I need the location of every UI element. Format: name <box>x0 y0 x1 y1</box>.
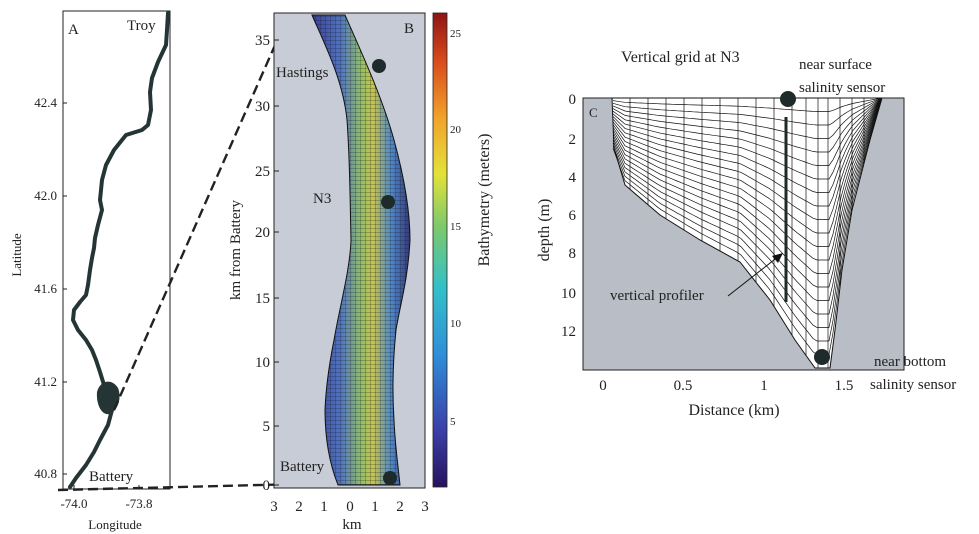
ytick-35: 35 <box>255 33 270 49</box>
longitude-axis-label: Longitude <box>88 517 142 532</box>
cb-tick-15: 15 <box>450 221 462 233</box>
dist-tick-1.5: 1.5 <box>835 378 854 394</box>
ytick-30: 30 <box>255 99 270 115</box>
panel-a-label: A <box>68 22 79 38</box>
lat-tick-41.6: 41.6 <box>34 281 57 296</box>
panel-a: A Troy Battery Latitude Longitude 42.4 4… <box>9 10 171 532</box>
sigma-layer-line <box>612 101 882 355</box>
cb-tick-20: 20 <box>450 124 462 136</box>
surface-sensor-marker <box>780 91 796 107</box>
connector-line-bottom <box>57 481 341 492</box>
profiler-arrowhead <box>772 253 783 263</box>
xtick-3-left: 3 <box>270 499 278 515</box>
profiler-arrow <box>727 255 780 297</box>
lon-tick-74.0: -74.0 <box>60 496 87 511</box>
lat-tick-41.2: 41.2 <box>34 374 57 389</box>
colorbar-axis-label: Bathymetry (meters) <box>476 134 493 267</box>
latitude-axis-label: Latitude <box>9 233 24 277</box>
sigma-layer-line <box>612 99 882 220</box>
depth-tick-8: 8 <box>569 246 577 262</box>
panel-c-label: C <box>589 105 598 120</box>
ytick-5: 5 <box>263 419 271 435</box>
sigma-layer-line <box>612 99 882 207</box>
xtick-0: 0 <box>346 499 354 515</box>
distance-axis-label: Distance (km) <box>688 402 779 419</box>
hastings-label: Hastings <box>276 65 329 81</box>
depth-axis-label: depth (m) <box>536 199 553 262</box>
panel-b: B Hastings N3 Battery km from Battery 35… <box>228 12 493 533</box>
sigma-layer-line <box>612 98 882 193</box>
panel-b-label: B <box>404 21 414 37</box>
ytick-15: 15 <box>255 291 270 307</box>
xtick-3-right: 3 <box>421 499 429 515</box>
troy-label: Troy <box>127 18 156 34</box>
near-surface-label: near surface <box>799 57 872 73</box>
near-bottom-label: near bottom <box>874 354 946 370</box>
depth-tick-6: 6 <box>569 208 577 224</box>
depth-tick-12: 12 <box>561 324 576 340</box>
sigma-layer-line <box>612 101 882 342</box>
lat-tick-42.4: 42.4 <box>34 95 57 110</box>
bathymetry-colorbar <box>432 12 448 488</box>
connector-line-top <box>112 17 289 411</box>
n3-station-marker <box>381 195 395 209</box>
lon-tick-73.8: -73.8 <box>125 496 152 511</box>
ytick-20: 20 <box>255 225 270 241</box>
sigma-layer-line <box>612 100 882 315</box>
sigma-layer-line <box>612 100 882 274</box>
depth-tick-4: 4 <box>569 170 577 186</box>
battery-label-b: Battery <box>280 459 325 475</box>
vertical-grid-lines <box>629 98 865 368</box>
depth-tick-2: 2 <box>569 132 577 148</box>
panel-c-title: Vertical grid at N3 <box>621 49 740 66</box>
battery-label-a: Battery <box>89 469 134 485</box>
surface-salinity-label: salinity sensor <box>799 80 885 96</box>
sigma-grid-lines <box>612 97 882 355</box>
xtick-1-left: 1 <box>320 499 328 515</box>
xtick-2-left: 2 <box>295 499 303 515</box>
lat-tick-40.8: 40.8 <box>34 466 57 481</box>
dist-tick-1: 1 <box>760 378 768 394</box>
sigma-layer-line <box>612 98 882 166</box>
xtick-2-right: 2 <box>396 499 404 515</box>
dist-tick-0: 0 <box>599 378 607 394</box>
sigma-layer-line <box>612 100 882 301</box>
sigma-layer-line <box>612 100 882 328</box>
km-axis-label: km <box>342 517 362 533</box>
xtick-1-right: 1 <box>371 499 379 515</box>
cb-tick-10: 10 <box>450 318 462 330</box>
ytick-25: 25 <box>255 164 270 180</box>
sigma-layer-line <box>612 98 882 153</box>
bottom-salinity-label: salinity sensor <box>870 377 956 393</box>
sigma-layer-line <box>612 98 882 139</box>
cb-tick-25: 25 <box>450 28 462 40</box>
hastings-station-marker <box>372 59 386 73</box>
panel-a-frame <box>62 10 171 490</box>
cross-section-water <box>611 97 883 369</box>
depth-tick-0: 0 <box>569 92 577 108</box>
sigma-layer-line <box>612 99 882 247</box>
km-from-battery-axis-label: km from Battery <box>228 200 244 300</box>
channel-mesh <box>311 14 411 486</box>
sigma-layer-line <box>612 98 882 180</box>
lat-tick-42.0: 42.0 <box>34 188 57 203</box>
sigma-layer-line <box>612 97 882 126</box>
vertical-profiler-label: vertical profiler <box>610 288 704 304</box>
sigma-layer-line <box>612 99 882 261</box>
ytick-10: 10 <box>255 355 270 371</box>
sigma-layer-line <box>612 100 882 288</box>
battery-station-marker <box>383 471 397 485</box>
panel-c: Vertical grid at N3 near surface salinit… <box>536 49 956 419</box>
cb-tick-5: 5 <box>450 416 456 428</box>
depth-tick-10: 10 <box>561 286 576 302</box>
n3-label: N3 <box>313 191 331 207</box>
sigma-layer-line <box>612 99 882 234</box>
bottom-sensor-marker <box>814 349 830 365</box>
ytick-0: 0 <box>263 478 271 494</box>
sigma-layer-line <box>612 97 882 112</box>
river-mouth-blob <box>96 381 120 415</box>
dist-tick-0.5: 0.5 <box>674 378 693 394</box>
